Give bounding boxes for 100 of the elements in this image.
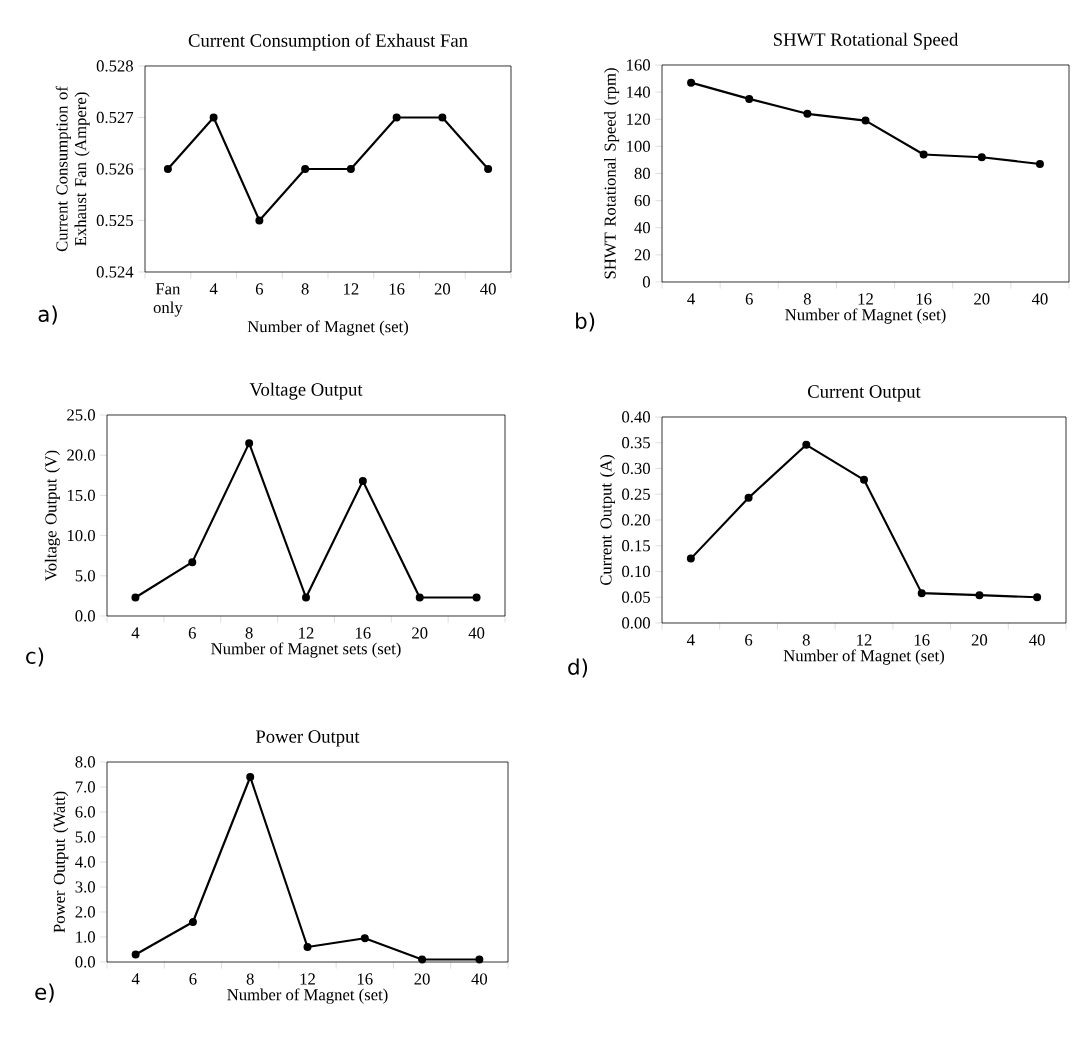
x-tick-label: 16 [914,634,930,646]
y-tick-label: 100 [627,140,650,152]
x-tick-label: 8 [246,973,254,985]
point [415,593,424,602]
point [438,113,447,122]
point [919,150,928,159]
point [803,109,812,118]
y-tick-label: 6.0 [75,806,95,818]
y-tick-label: 0.20 [622,514,650,526]
point [977,153,986,162]
x-tick-label: 6 [188,627,196,639]
y-tick-label: 0.524 [96,266,134,278]
x-tick-label: 20 [434,283,451,295]
x-tick-label: 16 [357,973,373,985]
text: a) [38,305,57,325]
x-tick-label: 4 [687,293,695,305]
y-tick-label: 0.00 [622,617,650,629]
point [860,475,868,484]
x-tick-label: 4 [687,634,695,646]
y-tick-label: 0.525 [96,214,133,227]
x-tick-label: 12 [344,283,359,295]
point [1035,160,1044,168]
text: d) [568,658,588,678]
y-tick-label: 80 [634,167,650,180]
y-tick-label: 10.0 [67,529,95,542]
chart-title: Power Output [255,730,360,747]
x-tick-label: 40 [471,973,488,985]
point [418,955,427,964]
y-tick-label: 7.0 [75,781,95,793]
point [346,164,355,173]
y-tick-label: 0.0 [75,610,95,622]
point [484,164,493,173]
point [745,94,754,103]
text: e) [35,983,54,1003]
x-tick-label: 12 [857,634,872,646]
point [301,164,310,173]
y-tick-label: 0.528 [96,60,133,72]
y-axis-title: Current Output (A) [599,455,615,586]
x-tick-label: 4 [209,283,218,295]
point [1033,593,1042,602]
y-tick-label: 5.0 [75,570,95,582]
y-tick-label: 0.0 [75,956,95,968]
x-tick-label: 12 [858,293,873,305]
x-tick-label: 40 [1031,293,1048,305]
y-tick-label: 0.527 [96,111,134,124]
y-axis-title: SHWT Rotational Speed (rpm) [604,68,620,279]
chart-title: SHWT Rotational Speed [773,32,959,50]
x-tick-label: 6 [189,973,197,985]
point [245,439,254,448]
point [163,164,172,173]
chart-title: Current Consumption of Exhaust Fan [188,33,468,51]
y-tick-label: 0.25 [622,488,650,500]
point [246,773,255,781]
point [303,942,312,951]
y-tick-label: 0.05 [622,591,650,603]
chart-title: Current Output [808,385,921,402]
y-tick-label: 0.10 [622,565,650,578]
x-tick-label: 20 [412,627,428,639]
y-tick-label: 60 [634,195,650,207]
point [188,558,197,567]
point [392,113,401,122]
x-tick-label: 40 [1029,634,1045,646]
point [975,591,984,600]
y-tick-label: 3.0 [75,881,95,893]
x-tick-label: 16 [389,283,405,295]
y-tick-label: 0.30 [622,462,650,475]
x-axis-title: Number of Magnet (set) [227,988,388,1004]
y-tick-label: 20 [634,249,650,261]
x-tick-label: 20 [974,293,990,305]
y-axis-title: Voltage Output (V) [44,450,60,581]
x-axis-title: Number of Magnet (set) [785,308,946,324]
point [861,116,870,125]
y-tick-label: 0 [642,276,650,288]
point [131,593,140,602]
x-tick-label: 6 [255,283,264,295]
x-axis-title: Number of Magnet (set) [783,649,945,665]
point [917,589,926,598]
text: c) [26,647,44,667]
point [802,440,811,449]
x-tick-label: 8 [245,627,253,639]
point [188,918,197,926]
x-tick-label: 20 [971,634,988,646]
y-tick-label: 4.0 [75,856,95,868]
x-tick-label: 16 [916,293,932,305]
y-tick-label: 120 [627,113,650,125]
x-tick-label: 8 [301,283,309,295]
y-tick-label: 25.0 [67,409,95,421]
chart-title: Voltage Output [249,382,363,400]
x-tick-label: 12 [299,627,314,639]
x-tick-label: 8 [803,293,811,305]
x-axis-title: Number of Magnet sets (set) [211,642,401,658]
text: b) [576,312,595,332]
x-tick-label: 4 [131,973,140,985]
y-tick-label: 20.0 [67,449,95,461]
point [209,113,218,122]
x-tick-label: 6 [745,293,753,305]
x-tick-label: Fan only [153,283,183,317]
x-tick-label: 20 [414,973,430,985]
y-axis-title: Current Consumption of Exhaust Fan (Ampere) [55,86,90,252]
x-tick-label: 40 [480,283,496,295]
